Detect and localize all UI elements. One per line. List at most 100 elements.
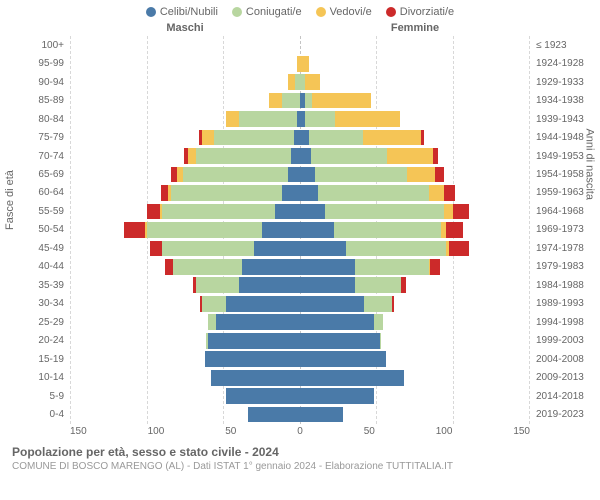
divorziati-segment — [165, 259, 173, 275]
vedovi-segment — [226, 111, 238, 127]
coniugati-segment — [239, 111, 297, 127]
birth-year-label: 1924-1928 — [536, 58, 598, 69]
legend-item: Celibi/Nubili — [146, 6, 218, 18]
coniugati-segment — [380, 333, 382, 349]
birth-year-label: 1954-1958 — [536, 169, 598, 180]
coniugati-segment — [374, 314, 383, 330]
divorziati-segment — [124, 222, 145, 238]
divorziati-segment — [401, 277, 406, 293]
male-bar — [70, 111, 300, 127]
vedovi-segment — [429, 185, 444, 201]
birth-year-label: 1934-1938 — [536, 95, 598, 106]
x-tick-label: 50 — [225, 426, 236, 437]
birth-year-label: 1984-1988 — [536, 280, 598, 291]
bar-container — [70, 204, 530, 220]
celibi-segment — [248, 407, 300, 423]
male-bar — [70, 185, 300, 201]
female-bar — [300, 56, 530, 72]
footer: Popolazione per età, sesso e stato civil… — [0, 437, 600, 472]
male-bar — [70, 259, 300, 275]
coniugati-segment — [202, 296, 227, 312]
male-bar — [70, 241, 300, 257]
birth-year-label: 1969-1973 — [536, 224, 598, 235]
age-row: 0-42019-2023 — [70, 405, 530, 423]
coniugati-segment — [334, 222, 441, 238]
age-label: 10-14 — [8, 372, 64, 383]
coniugati-segment — [208, 314, 216, 330]
female-bar — [300, 370, 530, 386]
divorziati-segment — [446, 222, 463, 238]
celibi-segment — [226, 296, 300, 312]
x-tick-label: 150 — [513, 426, 530, 437]
legend-item: Divorziati/e — [386, 6, 454, 18]
x-tick-label: 50 — [364, 426, 375, 437]
coniugati-segment — [183, 167, 287, 183]
birth-year-label: ≤ 1923 — [536, 40, 598, 51]
bar-container — [70, 111, 530, 127]
female-bar — [300, 74, 530, 90]
vedovi-segment — [305, 74, 320, 90]
female-bar — [300, 204, 530, 220]
divorziati-segment — [430, 259, 439, 275]
vedovi-segment — [300, 56, 309, 72]
coniugati-segment — [318, 185, 428, 201]
divorziati-segment — [453, 204, 468, 220]
bar-container — [70, 277, 530, 293]
age-row: 10-142009-2013 — [70, 368, 530, 386]
x-axis-ticks: 15010050050100150 — [0, 426, 600, 437]
age-row: 25-291994-1998 — [70, 313, 530, 331]
vedovi-segment — [188, 148, 196, 164]
celibi-segment — [300, 351, 386, 367]
coniugati-segment — [282, 93, 300, 109]
divorziati-segment — [435, 167, 444, 183]
legend-swatch — [146, 7, 156, 17]
bar-container — [70, 130, 530, 146]
vedovi-segment — [269, 93, 281, 109]
coniugati-segment — [196, 148, 291, 164]
age-label: 35-39 — [8, 280, 64, 291]
bar-container — [70, 333, 530, 349]
male-bar — [70, 277, 300, 293]
age-row: 100+≤ 1923 — [70, 36, 530, 54]
male-bar — [70, 167, 300, 183]
age-row: 70-741949-1953 — [70, 147, 530, 165]
age-row: 55-591964-1968 — [70, 202, 530, 220]
bar-container — [70, 407, 530, 423]
bar-container — [70, 296, 530, 312]
celibi-segment — [300, 333, 380, 349]
female-bar — [300, 314, 530, 330]
chart-area: 100+≤ 192395-991924-192890-941929-193385… — [0, 36, 600, 424]
age-row: 45-491974-1978 — [70, 239, 530, 257]
female-bar — [300, 111, 530, 127]
celibi-segment — [291, 148, 300, 164]
celibi-segment — [300, 130, 309, 146]
coniugati-segment — [171, 185, 281, 201]
female-bar — [300, 222, 530, 238]
female-bar — [300, 259, 530, 275]
birth-year-label: 1944-1948 — [536, 132, 598, 143]
female-bar — [300, 167, 530, 183]
age-label: 50-54 — [8, 224, 64, 235]
age-label: 40-44 — [8, 261, 64, 272]
celibi-segment — [300, 407, 343, 423]
celibi-segment — [300, 222, 334, 238]
birth-year-label: 1939-1943 — [536, 114, 598, 125]
coniugati-segment — [214, 130, 294, 146]
age-row: 65-691954-1958 — [70, 165, 530, 183]
age-label: 85-89 — [8, 95, 64, 106]
bar-container — [70, 222, 530, 238]
age-label: 60-64 — [8, 187, 64, 198]
age-label: 30-34 — [8, 298, 64, 309]
age-label: 100+ — [8, 40, 64, 51]
age-label: 25-29 — [8, 317, 64, 328]
male-bar — [70, 351, 300, 367]
coniugati-segment — [311, 148, 388, 164]
birth-year-label: 1979-1983 — [536, 261, 598, 272]
x-tick-label: 150 — [70, 426, 87, 437]
age-row: 35-391984-1988 — [70, 276, 530, 294]
age-row: 30-341989-1993 — [70, 295, 530, 313]
coniugati-segment — [309, 130, 363, 146]
celibi-segment — [288, 167, 300, 183]
divorziati-segment — [161, 185, 169, 201]
coniugati-segment — [305, 111, 336, 127]
